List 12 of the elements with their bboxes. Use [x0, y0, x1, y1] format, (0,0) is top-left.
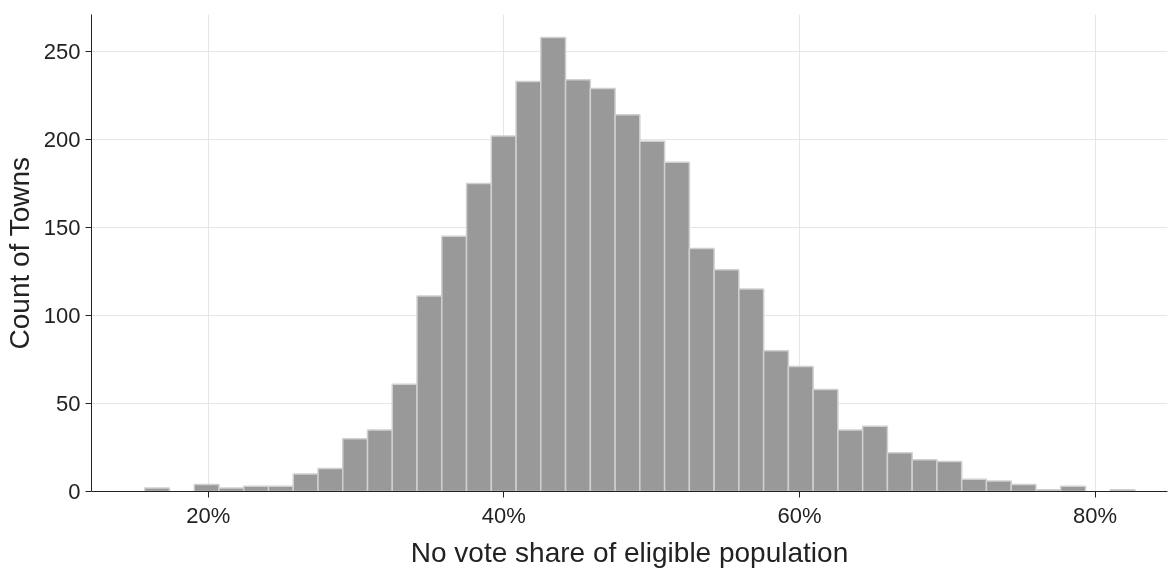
y-tick-label: 100: [43, 302, 81, 328]
x-axis-title: No vote share of eligible population: [410, 536, 849, 568]
y-tick-label: 200: [43, 126, 81, 152]
y-tick-label: 250: [43, 38, 81, 64]
y-tick-label: 0: [68, 479, 81, 504]
x-tick-label: 60%: [777, 502, 822, 528]
x-tick-label: 40%: [481, 502, 526, 528]
x-tick-label: 80%: [1073, 502, 1118, 528]
x-tick-label: 20%: [186, 502, 231, 528]
y-tick-label: 50: [56, 390, 81, 416]
y-tick-label: 150: [43, 214, 81, 240]
y-axis-title: Count of Towns: [3, 157, 35, 350]
